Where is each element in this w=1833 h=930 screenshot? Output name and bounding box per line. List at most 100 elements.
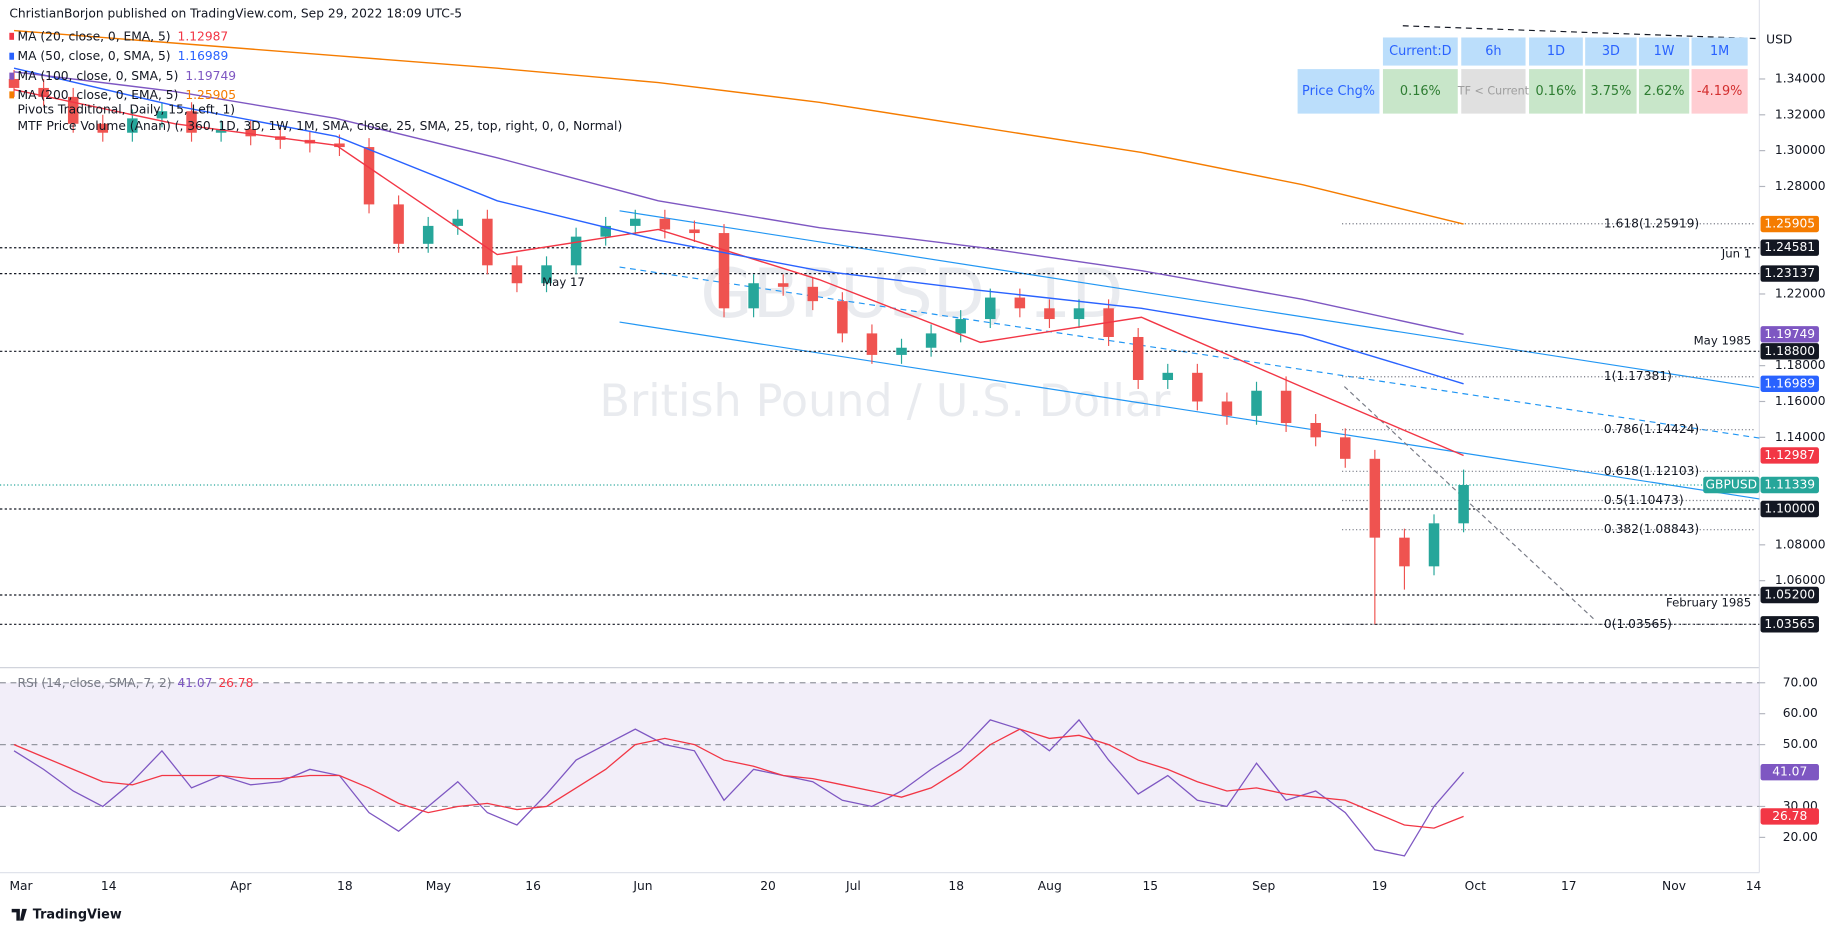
x-tick-label: 20 [760,879,776,893]
watermark-symbol: GBPUSD, 1D [700,255,1123,334]
price-badge [1760,375,1819,392]
mtf-table: Current:D 6h 1D 3D 1W 1M Price Chg% 0.16% TF < C… [1297,37,1748,114]
candle-body [1073,308,1085,320]
x-tick-label: 14 [101,879,117,893]
table-cell-text: Price Chg% [1302,84,1375,99]
price-badge-label: 1.25905 [1764,217,1815,231]
legend-value: 1.25905 [185,87,236,101]
legend: ChristianBorjon published on TradingView… [9,7,622,689]
candle-body [1280,390,1292,423]
price-badge-label: 1.18800 [1764,344,1815,358]
table-cell-text: 0.16% [1536,84,1577,99]
price-badge-label: 1.10000 [1764,501,1815,515]
table-cell-text: 3.75% [1590,84,1631,99]
legend-entry: MA (200, close, 0, EMA, 5) 1.25905 [18,87,237,101]
legend-name: MA (200, close, 0, EMA, 5) [18,87,179,101]
legend-value: 1.16989 [178,49,229,63]
candle-body [1458,485,1469,524]
price-badge [1760,476,1819,494]
table-header-cell [1529,37,1583,66]
rsi-legend: RSI (14, close, SMA, 7, 2) 41.07 26.78 [18,675,254,689]
table-cell [1585,69,1637,114]
x-tick-label: 17 [1561,879,1577,893]
price-badge-label: 1.12987 [1764,448,1815,462]
candle-body [1251,390,1262,416]
rsi-tick-label: 50.00 [1783,737,1818,751]
table-header-cell [1382,37,1458,66]
legend-entry: MA (100, close, 0, SMA, 5) 1.19749 [18,69,237,83]
table-cell-text: TF < Current [1457,84,1530,97]
y-tick-label: 1.08000 [1775,537,1826,551]
y-tick-label: 1.22000 [1775,286,1826,300]
candle-body [718,233,730,309]
y-tick-label: 1.34000 [1775,71,1826,85]
x-tick-label: Sep [1252,879,1275,893]
candle-body [570,236,582,266]
x-tick-label: 19 [1372,879,1388,893]
y-tick-label: 1.32000 [1775,107,1826,121]
x-tick-label: 18 [337,879,353,893]
price-badge-label: 1.24581 [1764,240,1815,254]
watermark-description: British Pound / U.S. Dollar [600,376,1172,427]
trendline [619,210,1760,389]
price-badge [1760,239,1819,256]
symbol-badge [1703,476,1760,494]
candle-body [866,333,878,355]
fib-label: 0.618(1.12103) [1604,464,1699,478]
candle-body [1192,372,1203,402]
rsi-badge-label: 41.07 [1772,765,1807,779]
rsi-tick-label: 20.00 [1783,830,1818,844]
legend-value: 1.19749 [185,69,236,83]
fib-label: 0.786(1.14424) [1604,422,1699,436]
price-badge [1760,500,1819,518]
legend-name: MA (100, close, 0, SMA, 5) [18,69,179,83]
annotation: May 1985 [1694,333,1752,347]
candle-body [245,129,256,137]
ma-line [13,71,1464,336]
candle-body [600,225,611,237]
annotation: May 17 [542,275,585,289]
table-cell-text: -4.19% [1697,84,1742,99]
rsi-legend-value: 26.78 [218,675,253,689]
candle-body [630,218,641,226]
candle-body [97,123,109,133]
table-cell-text: 0.16% [1400,84,1441,99]
legend-swatch [9,32,15,40]
table-cell [1297,69,1380,114]
price-badge-label: 1.16989 [1764,376,1815,390]
candle-body [659,218,671,230]
x-tick-label: Nov [1662,879,1686,893]
candle-body [985,297,996,320]
rsi-title: RSI (14, close, SMA, 7, 2) [18,675,172,689]
fib-label: 1.618(1.25919) [1604,216,1699,230]
table-header-text: 1M [1710,44,1729,59]
candle-body [925,333,937,348]
table-header-cell [1461,37,1526,66]
table-header-text: Current:D [1389,44,1452,59]
ma-line [13,89,1464,457]
candle-body [1221,401,1233,416]
price-badge [1760,215,1819,233]
fib-label: 0.5(1.10473) [1604,493,1684,507]
x-tick-label: 14 [1746,879,1762,893]
legend-entry: MA (50, close, 0, SMA, 5) 1.16989 [18,49,229,63]
x-tick-label: May [426,879,451,893]
currency: USD [1766,32,1792,46]
candle-body [156,111,168,119]
publisher: ChristianBorjon published on TradingView… [9,7,462,21]
candle-body [541,265,552,284]
candle-body [807,286,819,302]
rsi-line [13,728,1464,829]
legend-name: MA (50, close, 0, SMA, 5) [18,49,171,63]
y-tick-label: 1.28000 [1775,179,1826,193]
x-tick-label: Mar [9,879,33,893]
candle-body [955,319,966,334]
legend-swatch [9,72,15,80]
candle-body [1162,372,1174,380]
candle-body [38,87,49,97]
price-badge [1760,616,1819,633]
table-header-cell [1585,37,1637,66]
candle-body [777,283,789,287]
